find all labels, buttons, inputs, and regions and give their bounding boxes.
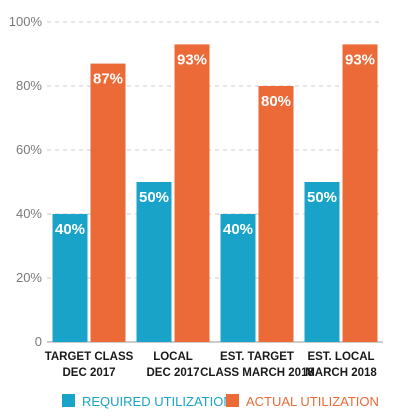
actual-utilization-bar xyxy=(174,44,210,343)
category-label: EST. LOCAL xyxy=(307,351,374,363)
required-utilization-value-label: 50% xyxy=(139,189,169,206)
bars xyxy=(52,44,378,343)
required-utilization-value-label: 50% xyxy=(307,189,337,206)
category-label: TARGET CLASS xyxy=(45,351,134,363)
category-label: DEC 2017 xyxy=(146,367,199,379)
y-tick-label: 0 xyxy=(35,334,42,349)
y-tick-label: 100% xyxy=(9,14,43,29)
actual-utilization-bar xyxy=(258,86,294,342)
y-tick-label: 40% xyxy=(16,206,42,221)
category-label: LOCAL xyxy=(153,351,193,363)
y-tick-label: 60% xyxy=(16,142,42,157)
required-utilization-bar xyxy=(304,182,340,342)
actual-utilization-value-label: 93% xyxy=(177,51,207,68)
actual-utilization-value-label: 87% xyxy=(93,71,123,88)
actual-utilization-bar xyxy=(90,63,126,342)
category-label: MARCH 2018 xyxy=(305,367,377,379)
actual-utilization-legend-label: ACTUAL UTILIZATION xyxy=(246,394,379,409)
actual-utilization-legend-swatch xyxy=(226,394,239,407)
required-utilization-value-label: 40% xyxy=(55,221,85,238)
y-axis-tick-labels: 0 20% 40% 60% 80% 100% xyxy=(9,14,43,349)
required-utilization-legend-swatch xyxy=(62,394,75,407)
required-utilization-bar xyxy=(136,182,172,342)
category-label: CLASS MARCH 2018 xyxy=(200,367,314,379)
required-utilization-legend-label: REQUIRED UTILIZATION xyxy=(82,394,233,409)
category-label: DEC 2017 xyxy=(62,367,115,379)
y-tick-label: 20% xyxy=(16,270,42,285)
x-axis-category-labels: TARGET CLASS DEC 2017 LOCAL DEC 2017 EST. TA… xyxy=(45,351,378,379)
legend: REQUIRED UTILIZATION ACTUAL UTILIZATION xyxy=(62,394,379,409)
data-labels: 40% 87% 50% 93% 40% 80% 50% 93% xyxy=(55,51,375,238)
y-tick-label: 80% xyxy=(16,78,42,93)
actual-utilization-value-label: 80% xyxy=(261,93,291,110)
required-utilization-value-label: 40% xyxy=(223,221,253,238)
actual-utilization-value-label: 93% xyxy=(345,51,375,68)
actual-utilization-bar xyxy=(342,44,378,343)
required-utilization-bar xyxy=(220,214,256,342)
required-utilization-bar xyxy=(52,214,88,342)
category-label: EST. TARGET xyxy=(220,351,294,363)
